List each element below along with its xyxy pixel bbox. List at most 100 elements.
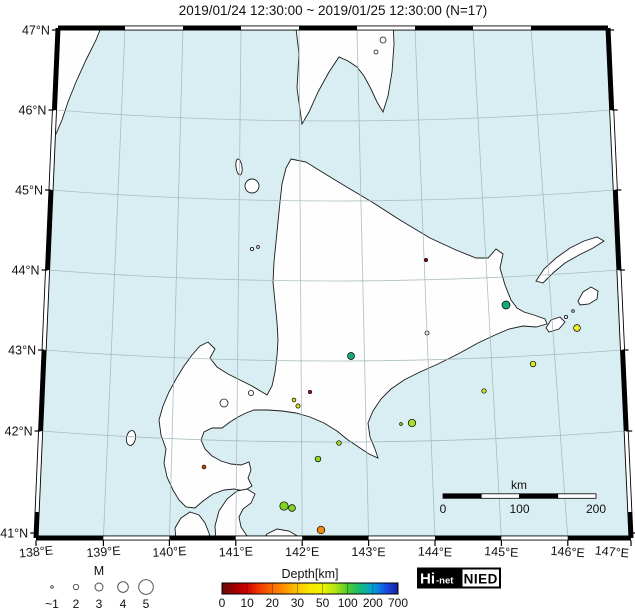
earthquake-marker	[399, 422, 403, 426]
meridian-line	[235, 28, 242, 538]
sakhalin-lake	[373, 49, 379, 55]
frame-segment-white	[617, 269, 625, 351]
scale-bar: km 0 100 200	[440, 478, 607, 516]
axis-labels: 47°N 46°N 45°N 44°N 43°N 42°N 41°N 138°E 139°E 14…	[0, 24, 629, 561]
depth-tick-label: 100	[338, 596, 358, 610]
sakhalin-lake	[379, 36, 387, 44]
longitude-label: 142°E	[285, 545, 319, 559]
earthquake-marker	[279, 501, 289, 511]
scalebar-tick-label: 0	[440, 502, 447, 516]
magnitude-tick-label: ~1	[45, 597, 59, 610]
scalebar-unit-label: km	[511, 478, 527, 492]
magnitude-tick-label: 4	[120, 597, 127, 610]
earthquake-marker	[407, 418, 417, 428]
magnitude-legend-title: M	[94, 564, 104, 578]
latitude-label: 43°N	[8, 344, 36, 358]
depth-tick-label: 20	[266, 596, 280, 610]
earthquake-marker	[291, 397, 297, 403]
meridian-line	[298, 28, 303, 538]
logo-hi-text: Hi	[420, 571, 435, 588]
longitude-label: 147°E	[594, 543, 629, 560]
scalebar-segment	[519, 493, 559, 499]
logo-net-text: -net	[436, 576, 454, 587]
scalebar-tick-label: 100	[509, 502, 529, 516]
depth-tick-label: 0	[219, 596, 226, 610]
meridian-line	[356, 28, 369, 538]
shikotan-island	[545, 316, 566, 333]
honshu-shimokita-coastline	[214, 488, 256, 538]
parallel-line	[47, 269, 619, 282]
longitude-label: 141°E	[219, 544, 254, 559]
scalebar-tick-label: 200	[586, 502, 606, 516]
hinet-nied-logo[interactable]: Hi -net NIED	[417, 567, 501, 589]
magnitude-sample-circle	[72, 583, 80, 591]
depth-legend-title: Depth[km]	[282, 567, 339, 581]
lake-shikotsu	[247, 389, 254, 396]
longitude-label: 140°E	[152, 544, 187, 560]
teuri-island	[249, 246, 255, 252]
logo-nied-panel	[462, 569, 499, 587]
kunashiri-island	[535, 236, 605, 284]
longitude-label: 138°E	[18, 543, 53, 560]
rishiri-island	[244, 178, 260, 194]
frame-segment-white	[35, 430, 43, 513]
frame-segment	[33, 511, 40, 539]
yagishiri-island	[256, 245, 260, 249]
frame-segment-white	[610, 109, 617, 191]
depth-colorbar	[222, 583, 398, 594]
honshu-coastline	[261, 528, 303, 538]
earthquake-marker	[501, 300, 511, 310]
frame-segment	[51, 27, 61, 111]
earthquake-marker	[529, 360, 537, 368]
earthquake-marker	[201, 464, 207, 470]
depth-legend: Depth[km] 0 10 20 30 50 100 200 700	[219, 567, 409, 610]
frame-segment	[38, 349, 47, 432]
depth-tick-label: 200	[363, 596, 383, 610]
magnitude-legend: M ~1 2 3 4 5	[45, 564, 154, 610]
depth-tick-label: 30	[291, 596, 305, 610]
parallel-line	[44, 349, 623, 362]
earthquake-marker	[295, 403, 301, 409]
frame-segment-white	[624, 430, 632, 513]
meridian-line	[103, 28, 126, 538]
habomai-islet	[563, 314, 569, 320]
magnitude-sample-circle	[50, 585, 54, 589]
parallel-line	[50, 189, 616, 202]
magnitude-tick-label: 3	[96, 597, 103, 610]
longitude-label: 139°E	[86, 544, 121, 560]
latitude-label: 44°N	[12, 264, 40, 278]
map-title: 2019/01/24 12:30:00 ~ 2019/01/25 12:30:0…	[179, 3, 488, 18]
earthquake-marker	[314, 455, 322, 463]
graticule	[40, 28, 627, 538]
earthquake-marker	[307, 389, 313, 395]
latitude-label: 46°N	[19, 104, 47, 118]
meridian-line	[530, 28, 569, 538]
frame-segment	[605, 27, 615, 111]
rebun-island	[235, 158, 243, 176]
magnitude-tick-label: 2	[73, 597, 80, 610]
frame-segment-white	[42, 269, 50, 351]
earthquake-marker	[336, 440, 342, 446]
habomai-islet	[571, 309, 575, 313]
map-frame	[30, 25, 635, 546]
okushiri-island	[125, 430, 137, 446]
frame-segment	[45, 189, 54, 271]
magnitude-sample-circle	[138, 579, 154, 595]
earthquake-marker	[573, 324, 581, 332]
honshu-tsugaru-coastline	[174, 511, 212, 538]
frame-segment-white	[49, 109, 57, 191]
depth-colorbar-border	[221, 582, 399, 595]
depth-tick-label: 700	[388, 596, 408, 610]
earthquake-marker	[347, 352, 355, 360]
longitude-label: 143°E	[351, 545, 385, 559]
earthquake-marker	[481, 388, 487, 394]
frame-segment	[620, 349, 629, 432]
scalebar-segment	[480, 493, 520, 499]
scalebar-segment	[557, 493, 597, 499]
magnitude-sample-circle	[94, 582, 104, 592]
earthquake-marker	[288, 504, 296, 512]
parallel-line	[54, 109, 612, 122]
latitude-label: 45°N	[15, 184, 43, 198]
